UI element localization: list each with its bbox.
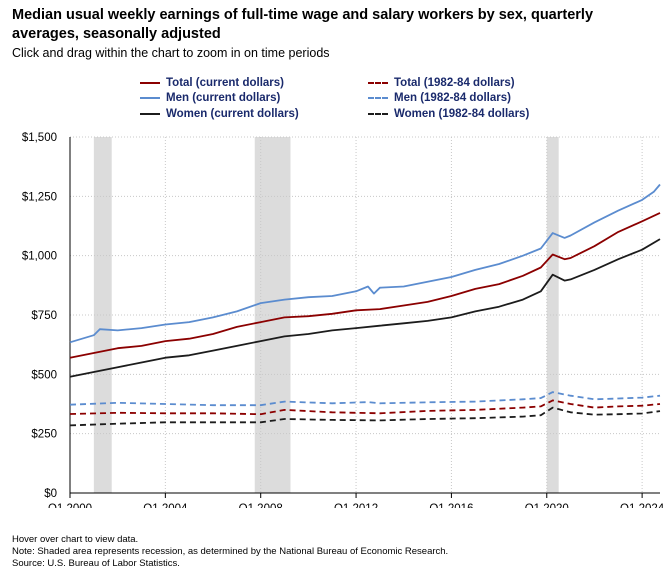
legend-swatch-total-real xyxy=(368,81,388,84)
legend-swatch-men-current xyxy=(140,97,160,100)
legend-label-women-real: Women (1982-84 dollars) xyxy=(394,107,530,120)
y-tick-label-2: $500 xyxy=(31,369,57,381)
legend-label-total-current: Total (current dollars) xyxy=(166,76,284,89)
y-tick-label-5: $1,250 xyxy=(22,191,57,203)
recession-band-2 xyxy=(546,137,559,493)
x-tick-label-3: Q1 2012 xyxy=(334,503,378,508)
x-tick-label-2: Q1 2008 xyxy=(239,503,283,508)
recession-band-0 xyxy=(93,137,112,493)
series-line-men-1982-84-dollars xyxy=(69,391,661,407)
source-note: Source: U.S. Bureau of Labor Statistics. xyxy=(12,558,180,569)
series-line-total-current-dollars xyxy=(69,212,661,359)
legend-item-total-current[interactable]: Total (current dollars) xyxy=(140,75,299,91)
legend-label-women-current: Women (current dollars) xyxy=(166,107,299,120)
recession-band-1 xyxy=(254,137,291,493)
chart-title: Median usual weekly earnings of full-tim… xyxy=(12,7,594,42)
line-chart[interactable]: $0 $250 $500 $750 $1,000 $1,250 $1,500 Q1 2000 Q… xyxy=(0,128,670,508)
legend-left: Total (current dollars) Men (current dol… xyxy=(140,75,299,122)
y-tick-label-1: $250 xyxy=(31,429,57,441)
y-tick-label-0: $0 xyxy=(44,488,57,500)
x-tick-label-6: Q1 2024 xyxy=(620,503,665,508)
legend-item-women-current[interactable]: Women (current dollars) xyxy=(140,106,299,122)
axes: $0 $250 $500 $750 $1,000 $1,250 $1,500 Q1 2000 Q… xyxy=(22,132,665,508)
x-tick-label-1: Q1 2004 xyxy=(143,503,188,508)
recession-note: Note: Shaded area represents recession, … xyxy=(12,546,449,557)
legend-right: Total (1982-84 dollars) Men (1982-84 dol… xyxy=(368,75,529,122)
hover-hint: Hover over chart to view data. xyxy=(12,534,139,545)
legend-swatch-men-real xyxy=(368,97,388,100)
gridlines xyxy=(69,136,660,493)
legend-label-men-real: Men (1982-84 dollars) xyxy=(394,92,511,105)
legend-swatch-women-real xyxy=(368,112,388,115)
chart-subtitle: Click and drag within the chart to zoom … xyxy=(12,46,330,60)
legend-label-men-current: Men (current dollars) xyxy=(166,92,281,105)
y-tick-label-4: $1,000 xyxy=(22,251,57,263)
legend-item-women-real[interactable]: Women (1982-84 dollars) xyxy=(368,106,529,122)
y-tick-label-6: $1,500 xyxy=(22,132,57,144)
x-tick-label-4: Q1 2016 xyxy=(429,503,473,508)
series-line-men-current-dollars xyxy=(69,183,661,344)
series-line-women-current-dollars xyxy=(69,238,661,378)
series-line-total-1982-84-dollars xyxy=(69,399,661,416)
legend-swatch-women-current xyxy=(140,112,160,115)
legend-label-total-real: Total (1982-84 dollars) xyxy=(394,76,515,89)
series-lines xyxy=(69,183,661,427)
legend-swatch-total-current xyxy=(140,81,160,84)
legend-item-men-real[interactable]: Men (1982-84 dollars) xyxy=(368,91,529,107)
series-line-women-1982-84-dollars xyxy=(69,406,661,427)
x-tick-label-5: Q1 2020 xyxy=(525,503,569,508)
y-tick-label-3: $750 xyxy=(31,310,57,322)
legend-item-total-real[interactable]: Total (1982-84 dollars) xyxy=(368,75,529,91)
legend-item-men-current[interactable]: Men (current dollars) xyxy=(140,91,299,107)
x-tick-label-0: Q1 2000 xyxy=(48,503,92,508)
